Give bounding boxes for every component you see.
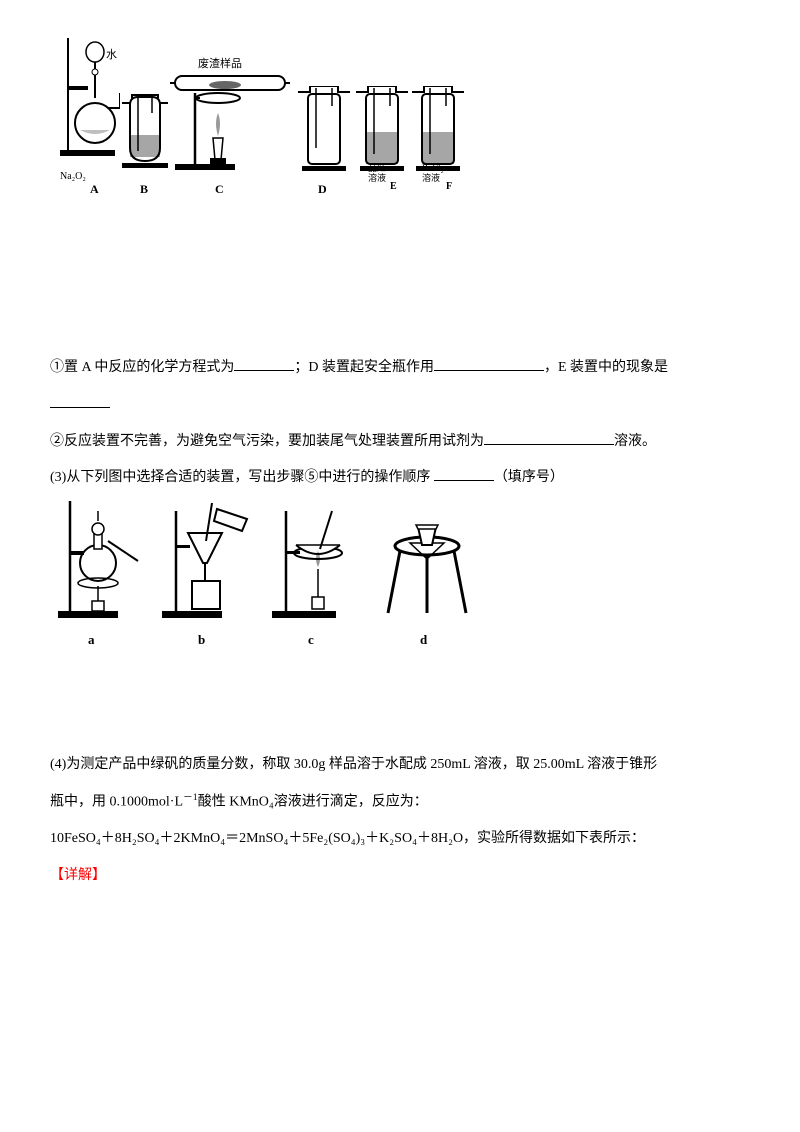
e-reagent-bot: 溶液 bbox=[368, 174, 386, 183]
question-1: ①置 A 中反应的化学方程式为 ；D 装置起安全瓶作用 ，E 装置中的现象是 bbox=[50, 353, 750, 384]
blank[interactable] bbox=[484, 431, 614, 445]
f-reagent-top: BaCl₂ bbox=[422, 164, 444, 173]
detail-heading: 【详解】 bbox=[50, 861, 750, 892]
label-b: B bbox=[140, 176, 148, 202]
blank[interactable] bbox=[234, 357, 294, 371]
question-4-line1: (4)为测定产品中绿矾的质量分数，称取 30.0g 样品溶于水配成 250mL … bbox=[50, 750, 750, 781]
apparatus-d-fig bbox=[382, 501, 472, 634]
fig2-label-c: c bbox=[308, 626, 314, 655]
apparatus-a bbox=[60, 38, 120, 158]
question-1-blank-line bbox=[50, 390, 750, 421]
q3-tail: （填序号） bbox=[494, 470, 564, 485]
f-reagent-bot: 溶液 bbox=[422, 174, 440, 183]
q4-l2-post: 酸性 KMnO₄溶液进行滴定，反应为： bbox=[198, 795, 428, 810]
question-4-line3: 10FeSO₄＋8H₂SO₄＋2KMnO₄＝2MnSO₄＋5Fe₂(SO₄)₃＋… bbox=[50, 824, 750, 855]
q1-mid2: ，E 装置中的现象是 bbox=[544, 360, 668, 375]
q1-mid1: ；D 装置起安全瓶作用 bbox=[294, 360, 434, 375]
apparatus-figure-1: 水 废渣样品 Na₂O₂ A bbox=[50, 38, 750, 193]
question-3: (3)从下列图中选择合适的装置，写出步骤⑤中进行的操作顺序 （填序号） bbox=[50, 463, 750, 494]
fig2-label-b: b bbox=[198, 626, 205, 655]
na2o2-label: Na₂O₂ bbox=[60, 166, 86, 188]
q2-text: ②反应装置不完善，为避免空气污染，要加装尾气处理装置所用试剂为 bbox=[50, 434, 484, 449]
spacer bbox=[50, 207, 750, 347]
e-reagent-top: 品红 bbox=[368, 164, 386, 173]
apparatus-b bbox=[122, 93, 168, 173]
label-c: C bbox=[215, 176, 224, 202]
q4-l2-pre: 瓶中，用 0.1000mol·L bbox=[50, 795, 183, 810]
apparatus-figure-2: a b bbox=[50, 504, 480, 654]
q3-text: (3)从下列图中选择合适的装置，写出步骤⑤中进行的操作顺序 bbox=[50, 470, 434, 485]
question-4-line2: 瓶中，用 0.1000mol·L－1酸性 KMnO₄溶液进行滴定，反应为： bbox=[50, 787, 750, 818]
question-2: ②反应装置不完善，为避免空气污染，要加装尾气处理装置所用试剂为 溶液。 bbox=[50, 427, 750, 458]
blank[interactable] bbox=[434, 467, 494, 481]
blank[interactable] bbox=[50, 394, 110, 408]
apparatus-c bbox=[170, 68, 290, 178]
label-f: F bbox=[446, 176, 452, 198]
sup-minus1: －1 bbox=[183, 792, 198, 803]
label-e: E bbox=[390, 176, 397, 198]
apparatus-d bbox=[298, 86, 350, 176]
label-a: A bbox=[90, 176, 99, 202]
fig2-label-d: d bbox=[420, 626, 427, 655]
apparatus-diagram: 水 废渣样品 Na₂O₂ A bbox=[50, 38, 470, 193]
blank[interactable] bbox=[434, 357, 544, 371]
label-d: D bbox=[318, 176, 327, 202]
spacer bbox=[50, 664, 750, 744]
detail-tag: 【详解】 bbox=[50, 868, 106, 883]
apparatus-c-fig bbox=[272, 501, 362, 634]
apparatus-a-fig bbox=[58, 501, 144, 634]
fig2-label-a: a bbox=[88, 626, 95, 655]
q2-tail: 溶液。 bbox=[614, 434, 656, 449]
q1-prefix: ①置 A 中反应的化学方程式为 bbox=[50, 360, 234, 375]
apparatus-b-fig bbox=[162, 501, 252, 634]
